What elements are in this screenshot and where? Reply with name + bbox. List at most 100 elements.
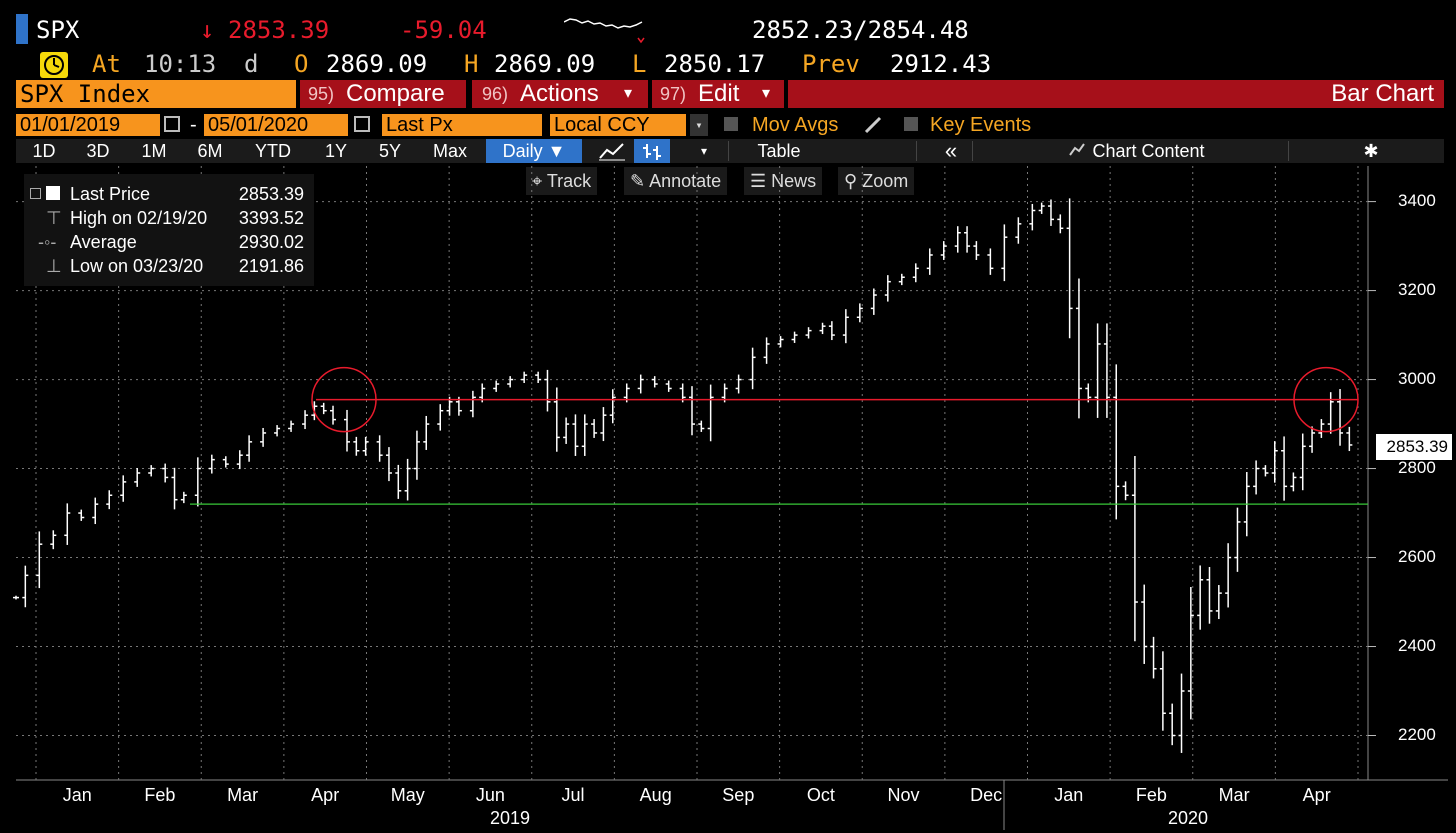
y-tick-label: 3000 [1398,368,1436,388]
x-tick-label: Feb [1135,785,1167,805]
field-select-text: Last Px [386,114,453,136]
x-tick-label: Dec [970,785,1003,805]
tab-1y[interactable]: 1Y [324,141,348,161]
x-tick-label: Jan [1054,785,1084,805]
bid-ask: 2852.23/2854.48 [752,16,969,44]
legend-average-label: Average [70,232,137,252]
tab-3d[interactable]: 3D [86,141,110,161]
actions-button[interactable]: 96) Actions ▾ [472,80,648,108]
news-label: News [771,171,817,191]
chart-content-icon [1067,139,1087,163]
end-date-text: 05/01/2020 [208,114,309,136]
x-tick-label: Jun [475,785,505,805]
zoom-magnifier-icon: ⚲ [844,171,858,191]
crosshair-icon: ⌖ [532,171,543,191]
y-tick-label: 3200 [1398,279,1436,299]
chart-content-button[interactable]: Chart Content [1046,139,1226,163]
start-date-calendar-icon[interactable] [164,116,180,132]
annotate-label: Annotate [649,171,722,191]
date-dash: - [190,114,197,136]
annotation-circle [1293,366,1359,433]
compare-label: Compare [346,80,445,107]
legend-low-value: 2191.86 [238,256,304,276]
x-tick-label: Jan [62,785,92,805]
legend-average-value: 2930.02 [238,232,304,252]
tab-ytd[interactable]: YTD [255,141,291,161]
field-select[interactable]: Last Px [382,114,542,136]
period-select[interactable]: Daily ▼ [486,139,582,163]
compare-button[interactable]: 95) Compare [300,80,466,108]
legend-collapse-icon[interactable] [30,188,41,199]
zoom-button[interactable]: ⚲ Zoom [838,167,915,195]
x-tick-label: Mar [227,785,259,805]
tab-1m[interactable]: 1M [141,141,167,161]
annotate-pencil-icon: ✎ [630,171,646,191]
x-tick-label: Feb [144,785,176,805]
chart-style-dropdown-icon[interactable]: ▾ [700,144,708,158]
range-tab-bar: 1D 3D 1M 6M YTD 1Y 5Y Max Daily ▼ ▾ Tabl… [16,139,1444,163]
line-chart-icon[interactable] [594,139,630,163]
sparkline [563,14,648,44]
security-text: SPX Index [20,80,151,108]
tab-6m[interactable]: 6M [197,141,223,161]
legend-average-marker-icon: -◦- [38,232,57,252]
last-price: 2853.39 [228,16,330,44]
pencil-icon[interactable] [862,114,886,136]
x-tick-label: Apr [311,785,340,805]
edit-number: 97) [660,84,687,104]
tab-table[interactable]: Table [757,141,801,161]
y-tick-label: 2800 [1398,457,1436,477]
start-date-field[interactable]: 01/01/2019 [16,114,160,136]
chart-type-title: Bar Chart [1331,80,1434,107]
sparkline-icon [563,18,645,44]
chart-legend: Last Price 2853.39 ⊤ High on 02/19/20 33… [24,174,314,286]
clock-icon [40,52,68,78]
currency-select[interactable]: Local CCY [550,114,686,136]
tab-max[interactable]: Max [432,141,467,161]
end-date-field[interactable]: 05/01/2020 [204,114,348,136]
legend-last-label: Last Price [70,184,151,204]
low-label: L [632,50,647,78]
tab-5y[interactable]: 5Y [378,141,402,161]
prev-value: 2912.43 [890,50,992,78]
news-button[interactable]: ☰ News [744,167,823,195]
y-tick-label: 2200 [1398,724,1436,744]
collapse-icon[interactable]: « [944,138,958,163]
key-events-checkbox[interactable] [904,117,918,131]
y-tick-label: 3400 [1398,190,1436,210]
x-tick-label: Nov [887,785,920,805]
chart-content-label: Chart Content [1092,141,1205,161]
start-date-text: 01/01/2019 [20,114,121,136]
legend-high-value: 3393.52 [238,208,304,228]
x-tick-label: Mar [1218,785,1250,805]
currency-dropdown-icon[interactable]: ▾ [690,114,708,136]
legend-low-marker-icon: ⊥ [46,256,62,276]
zoom-label: Zoom [862,171,909,191]
security-field[interactable]: SPX Index [16,80,296,108]
legend-low-row: ⊥ Low on 03/23/20 2191.86 [24,254,314,278]
tab-1d[interactable]: 1D [32,141,56,161]
quote-time: 10:13 [144,50,217,78]
legend-last-swatch-icon [46,186,60,200]
legend-low-label: Low on 03/23/20 [70,256,204,276]
news-list-icon: ☰ [750,171,767,191]
ticker: SPX [36,16,80,44]
settings-gear-icon[interactable]: ✱ [1363,141,1379,161]
compare-number: 95) [308,84,335,104]
open-value: 2869.09 [326,50,428,78]
x-tick-label: Oct [806,785,835,805]
track-button[interactable]: ⌖ Track [526,167,598,195]
at-label: At [92,50,121,78]
mov-avgs-checkbox[interactable] [724,117,738,131]
bar-chart-icon[interactable] [634,139,670,163]
legend-high-marker-icon: ⊤ [46,208,62,228]
annotate-button[interactable]: ✎ Annotate [624,167,728,195]
edit-button[interactable]: 97) Edit ▾ [652,80,784,108]
x-tick-label: Jul [561,785,585,805]
end-date-calendar-icon[interactable] [354,116,370,132]
legend-high-label: High on 02/19/20 [70,208,208,228]
ticker-marker [16,14,28,44]
actions-label: Actions [520,80,599,107]
x-tick-label: Aug [639,785,672,805]
